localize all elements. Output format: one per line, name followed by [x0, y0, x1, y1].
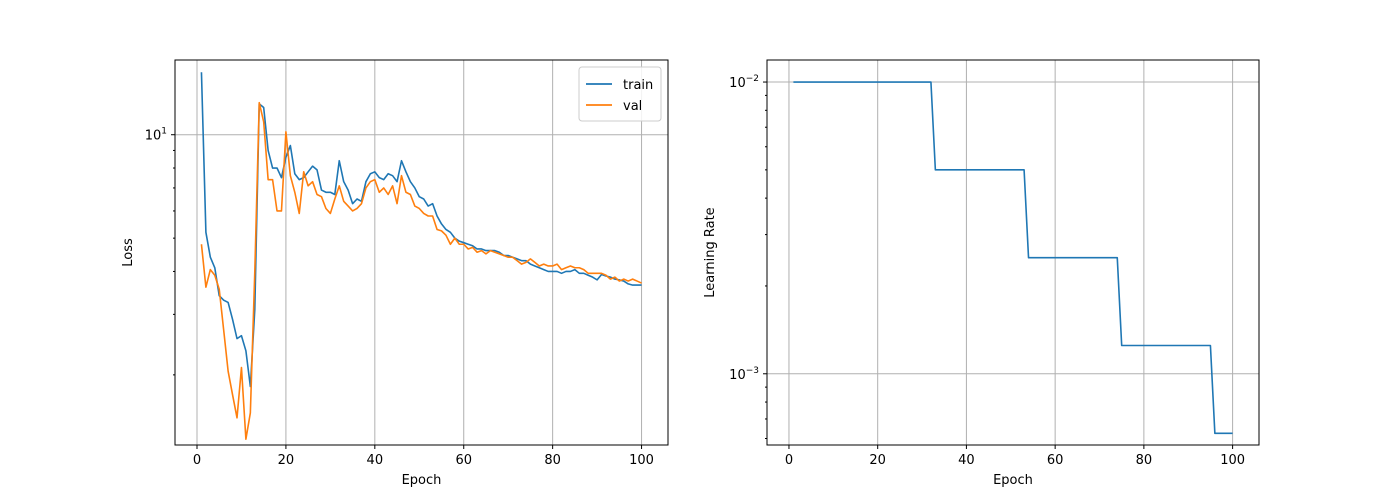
legend-label-val: val	[623, 99, 642, 114]
x-tick-label: 20	[278, 453, 295, 468]
y-axis-label: Loss	[121, 238, 136, 267]
plot-frame	[174, 59, 669, 446]
x-tick-label: 80	[544, 453, 561, 468]
y-tick-label-base: 10	[145, 129, 162, 144]
x-axis-label: Epoch	[402, 473, 442, 488]
x-tick-label: 100	[629, 453, 654, 468]
y-tick-label-base: 10	[729, 368, 746, 383]
y-axis-label: Learning Rate	[703, 207, 718, 297]
series-line-series-1	[793, 81, 1233, 435]
chart-panel-1: 0 20 40 60 80 100 101 Epoch Loss train val	[121, 59, 669, 488]
x-tick-label: 80	[1136, 453, 1153, 468]
legend-box	[578, 66, 662, 122]
series-line-val	[200, 101, 642, 440]
y-tick-label: 101	[145, 127, 167, 144]
x-tick-label: 100	[1220, 453, 1245, 468]
legend-label-train: train	[623, 78, 653, 93]
y-tick-label-base: 10	[729, 76, 746, 91]
y-tick-label: 10−3	[729, 366, 759, 383]
x-tick-label: 0	[193, 453, 201, 468]
legend: train val	[578, 66, 662, 122]
y-tick-label-exponent: 1	[161, 127, 167, 137]
x-tick-label: 40	[958, 453, 975, 468]
y-tick-label: 10−2	[729, 74, 759, 91]
x-tick-label: 60	[455, 453, 472, 468]
x-axis-label: Epoch	[993, 473, 1033, 488]
x-tick-label: 0	[785, 453, 793, 468]
series-line-train	[200, 72, 642, 388]
y-tick-label-exponent: −2	[746, 74, 759, 84]
plot-frame	[766, 59, 1260, 446]
y-tick-label-exponent: −3	[746, 366, 759, 376]
x-tick-label: 20	[869, 453, 886, 468]
x-tick-label: 60	[1047, 453, 1064, 468]
x-tick-label: 40	[367, 453, 384, 468]
